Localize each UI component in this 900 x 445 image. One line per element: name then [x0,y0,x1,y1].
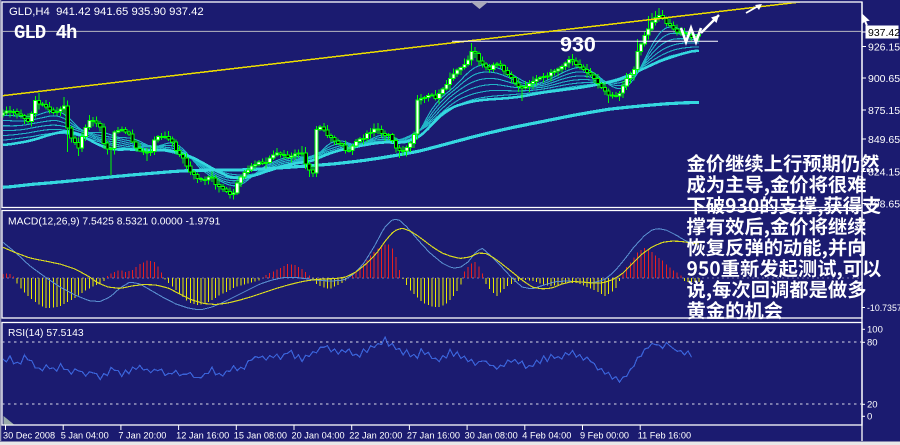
svg-text:0: 0 [867,412,872,423]
svg-text:875.15: 875.15 [868,105,900,117]
svg-text:900.65: 900.65 [868,73,900,85]
svg-text:9 Feb 00:00: 9 Feb 00:00 [580,431,629,441]
svg-text:GLD 4h: GLD 4h [14,22,77,44]
svg-text:100: 100 [867,325,883,336]
svg-text:RSI(14) 57.5143: RSI(14) 57.5143 [8,328,84,339]
svg-text:80: 80 [867,338,878,349]
svg-text:15 Jan 08:00: 15 Jan 08:00 [234,431,287,441]
svg-text:MACD(12,26,9) 7.5425 8.5321 0.: MACD(12,26,9) 7.5425 8.5321 0.0000 -1.97… [8,217,221,228]
svg-text:27 Jan 16:00: 27 Jan 16:00 [407,431,460,441]
svg-text:22 Jan 20:00: 22 Jan 20:00 [349,431,402,441]
svg-text:930: 930 [560,33,596,57]
svg-text:5 Jan 04:00: 5 Jan 04:00 [61,431,109,441]
svg-text:GLD,H4 941.42 941.65 935.90 9: GLD,H4 941.42 941.65 935.90 937.42 [9,6,204,18]
svg-text:20: 20 [867,400,878,411]
svg-text:-10.7357: -10.7357 [867,303,900,313]
svg-text:7 Jan 20:00: 7 Jan 20:00 [118,431,166,441]
svg-text:11 Feb 16:00: 11 Feb 16:00 [638,431,691,441]
svg-text:926.15: 926.15 [868,41,900,53]
svg-text:30 Jan 08:00: 30 Jan 08:00 [465,431,518,441]
svg-text:849.65: 849.65 [868,134,900,146]
svg-text:12 Jan 16:00: 12 Jan 16:00 [176,431,229,441]
svg-text:824.15: 824.15 [868,166,900,178]
svg-text:4 Feb 04:00: 4 Feb 04:00 [522,431,571,441]
svg-text:937.42: 937.42 [868,27,900,39]
svg-text:30 Dec 2008: 30 Dec 2008 [3,431,55,441]
svg-text:20 Jan 04:00: 20 Jan 04:00 [292,431,345,441]
